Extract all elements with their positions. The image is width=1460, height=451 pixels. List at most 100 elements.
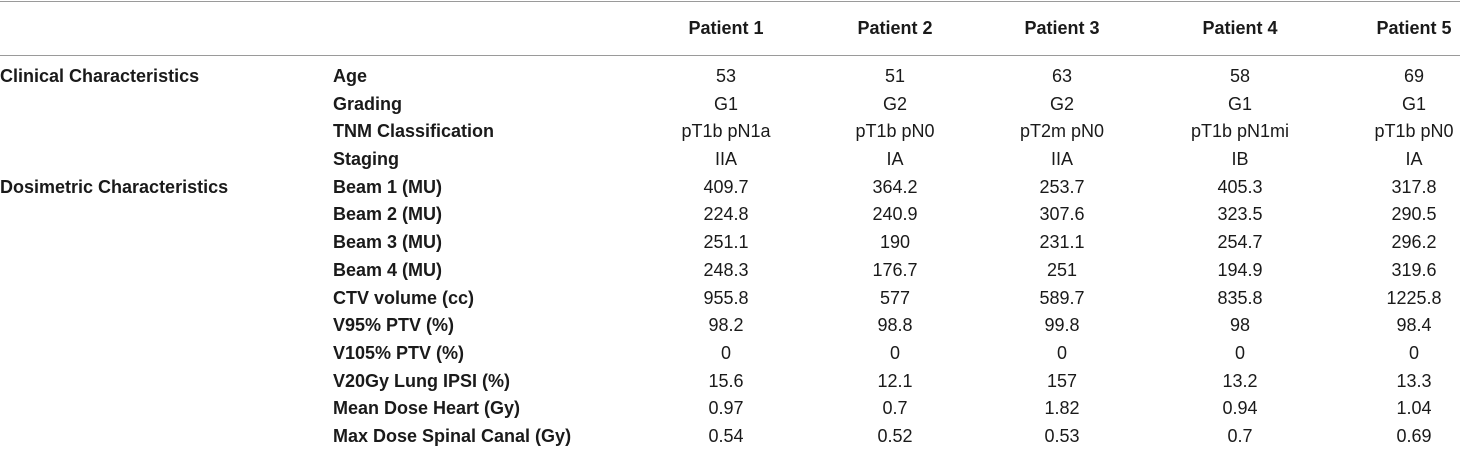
table-cell-patient-1: 224.8 [703,204,749,225]
table-cell-patient-4: pT1b pN1mi [1190,121,1290,142]
table-cell-patient-4: IB [1231,149,1249,170]
table-cell-patient-3: IIA [1050,149,1073,170]
row-parameter-label: V105% PTV (%) [333,342,465,363]
column-header-patient-2: Patient 2 [857,18,933,38]
table-row: V20Gy Lung IPSI (%) 15.6 12.1 157 13.2 13.3 [0,368,1460,396]
row-parameter-label: Staging [333,149,399,170]
row-parameter-label: CTV volume (cc) [333,287,475,308]
table-cell-patient-2: 577 [879,287,911,308]
row-parameter-label: Age [333,66,368,86]
table-row: Beam 2 (MU) 224.8 240.9 307.6 323.5 290.5 [0,201,1460,229]
column-header-patient-1: Patient 1 [688,18,764,38]
table-cell-patient-5: pT1b pN0 [1374,121,1454,142]
table-cell-patient-3: 251 [1046,259,1078,280]
table-cell-patient-1: 0 [720,342,731,363]
table-cell-patient-3: 589.7 [1039,287,1085,308]
row-parameter-label: Beam 2 (MU) [333,204,443,225]
table-cell-patient-5: 13.3 [1396,370,1432,391]
table-cell-patient-5: G1 [1401,93,1426,114]
table-cell-patient-5: IA [1405,149,1423,170]
row-parameter-label: V95% PTV (%) [333,315,455,336]
table-cell-patient-4: G1 [1227,93,1252,114]
table-cell-patient-2: 364.2 [872,176,918,197]
table-row: Staging IIA IA IIA IB IA [0,146,1460,174]
table-cell-patient-2: IA [886,149,904,170]
top-rule [0,1,1460,2]
table-cell-patient-5: 319.6 [1391,259,1437,280]
table-row: Grading G1 G2 G2 G1 G1 [0,91,1460,119]
table-cell-patient-4: 835.8 [1217,287,1263,308]
table-cell-patient-4: 13.2 [1222,370,1258,391]
table-cell-patient-3: 0.53 [1044,425,1080,446]
table-cell-patient-5: 69 [1403,66,1425,86]
table-cell-patient-3: 231.1 [1039,232,1085,253]
row-parameter-label: Grading [333,93,403,114]
row-group-label: Dosimetric Characteristics [0,176,229,197]
table-cell-patient-4: 254.7 [1217,232,1263,253]
table-cell-patient-2: 98.8 [877,315,913,336]
row-parameter-label: Beam 4 (MU) [333,259,443,280]
table-cell-patient-1: 0.54 [708,425,744,446]
table-row: Clinical Characteristics Age 53 51 63 58 69 [0,63,1460,91]
table-cell-patient-1: 53 [715,66,737,86]
table-row: Dosimetric Characteristics Beam 1 (MU) 409… [0,174,1460,202]
table-cell-patient-5: 98.4 [1396,315,1432,336]
table-cell-patient-5: 1225.8 [1386,287,1442,308]
table-cell-patient-1: 409.7 [703,176,749,197]
table-cell-patient-5: 317.8 [1391,176,1437,197]
table-cell-patient-3: 253.7 [1039,176,1085,197]
table-row: TNM Classification pT1b pN1a pT1b pN0 pT2m … [0,118,1460,146]
table-cell-patient-2: 0.7 [882,398,908,419]
table-cell-patient-3: pT2m pN0 [1019,121,1105,142]
table-cell-patient-2: 176.7 [872,259,918,280]
table-cell-patient-5: 296.2 [1391,232,1437,253]
table-cell-patient-1: pT1b pN1a [681,121,771,142]
table-cell-patient-2: 0.52 [877,425,913,446]
table-cell-patient-2: 190 [879,232,911,253]
header-rule [0,55,1460,56]
table-cell-patient-3: 157 [1046,370,1078,391]
column-header-patient-3: Patient 3 [1024,18,1100,38]
row-parameter-label: V20Gy Lung IPSI (%) [333,370,511,391]
table-cell-patient-1: 251.1 [703,232,749,253]
table-row: V105% PTV (%) 0 0 0 0 0 [0,340,1460,368]
table-cell-patient-4: 0 [1234,342,1245,363]
table-cell-patient-3: 1.82 [1044,398,1080,419]
table-cell-patient-2: 51 [884,66,906,86]
table-cell-patient-2: G2 [882,93,907,114]
table-cell-patient-3: G2 [1049,93,1074,114]
table-cell-patient-5: 290.5 [1391,204,1437,225]
table-cell-patient-1: 955.8 [703,287,749,308]
table-row: Beam 4 (MU) 248.3 176.7 251 194.9 319.6 [0,257,1460,285]
table-row: Beam 3 (MU) 251.1 190 231.1 254.7 296.2 [0,229,1460,257]
table-cell-patient-2: pT1b pN0 [855,121,935,142]
row-parameter-label: Beam 1 (MU) [333,176,443,197]
table-cell-patient-1: G1 [713,93,738,114]
table-body: Clinical Characteristics Age 53 51 63 58 69 Gra… [0,63,1460,451]
table-cell-patient-3: 99.8 [1044,315,1080,336]
table-cell-patient-4: 323.5 [1217,204,1263,225]
table-cell-patient-1: 15.6 [708,370,744,391]
table-cell-patient-1: 248.3 [703,259,749,280]
table-cell-patient-4: 0.7 [1227,425,1253,446]
table-cell-patient-5: 0 [1408,342,1419,363]
row-group-label: Clinical Characteristics [0,66,200,86]
table-cell-patient-2: 0 [889,342,900,363]
table-cell-patient-4: 405.3 [1217,176,1263,197]
table-cell-patient-3: 0 [1056,342,1067,363]
table-cell-patient-3: 63 [1051,66,1073,86]
table-cell-patient-4: 98 [1229,315,1251,336]
row-parameter-label: Beam 3 (MU) [333,232,443,253]
table-cell-patient-2: 240.9 [872,204,918,225]
table-row: CTV volume (cc) 955.8 577 589.7 835.8 1225.8 [0,285,1460,313]
table-cell-patient-4: 194.9 [1217,259,1263,280]
table-cell-patient-5: 1.04 [1396,398,1432,419]
row-parameter-label: Max Dose Spinal Canal (Gy) [333,425,572,446]
row-parameter-label: TNM Classification [333,121,495,142]
column-header-patient-4: Patient 4 [1202,18,1278,38]
table-row: Max Dose Spinal Canal (Gy) 0.54 0.52 0.53 0.… [0,423,1460,451]
table-cell-patient-4: 0.94 [1222,398,1258,419]
table-cell-patient-1: 98.2 [708,315,744,336]
column-header-patient-5: Patient 5 [1376,18,1452,38]
